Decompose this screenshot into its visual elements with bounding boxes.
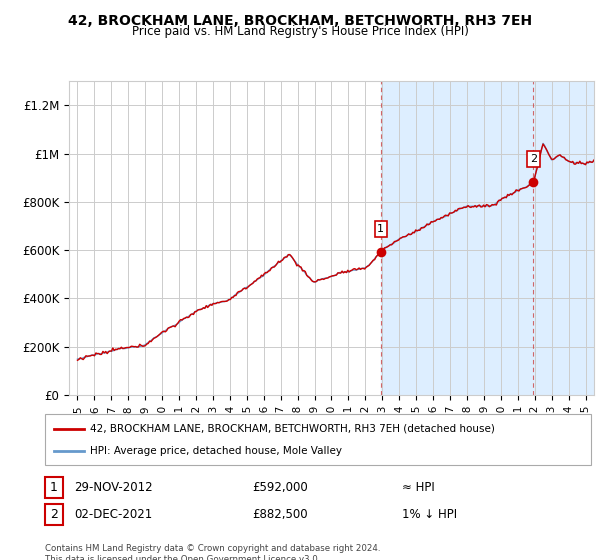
Bar — [381, 81, 600, 395]
Text: Price paid vs. HM Land Registry's House Price Index (HPI): Price paid vs. HM Land Registry's House … — [131, 25, 469, 38]
Text: 1% ↓ HPI: 1% ↓ HPI — [402, 508, 457, 521]
Text: 2: 2 — [50, 508, 58, 521]
Text: 29-NOV-2012: 29-NOV-2012 — [74, 481, 152, 494]
Text: £592,000: £592,000 — [252, 481, 308, 494]
Text: 2: 2 — [530, 154, 537, 164]
Text: 1: 1 — [50, 481, 58, 494]
Text: 42, BROCKHAM LANE, BROCKHAM, BETCHWORTH, RH3 7EH: 42, BROCKHAM LANE, BROCKHAM, BETCHWORTH,… — [68, 14, 532, 28]
Text: 42, BROCKHAM LANE, BROCKHAM, BETCHWORTH, RH3 7EH (detached house): 42, BROCKHAM LANE, BROCKHAM, BETCHWORTH,… — [90, 423, 495, 433]
Text: Contains HM Land Registry data © Crown copyright and database right 2024.
This d: Contains HM Land Registry data © Crown c… — [45, 544, 380, 560]
Text: ≈ HPI: ≈ HPI — [402, 481, 435, 494]
Text: £882,500: £882,500 — [252, 508, 308, 521]
Text: 02-DEC-2021: 02-DEC-2021 — [74, 508, 152, 521]
Text: 1: 1 — [377, 224, 384, 234]
Text: HPI: Average price, detached house, Mole Valley: HPI: Average price, detached house, Mole… — [90, 446, 342, 456]
